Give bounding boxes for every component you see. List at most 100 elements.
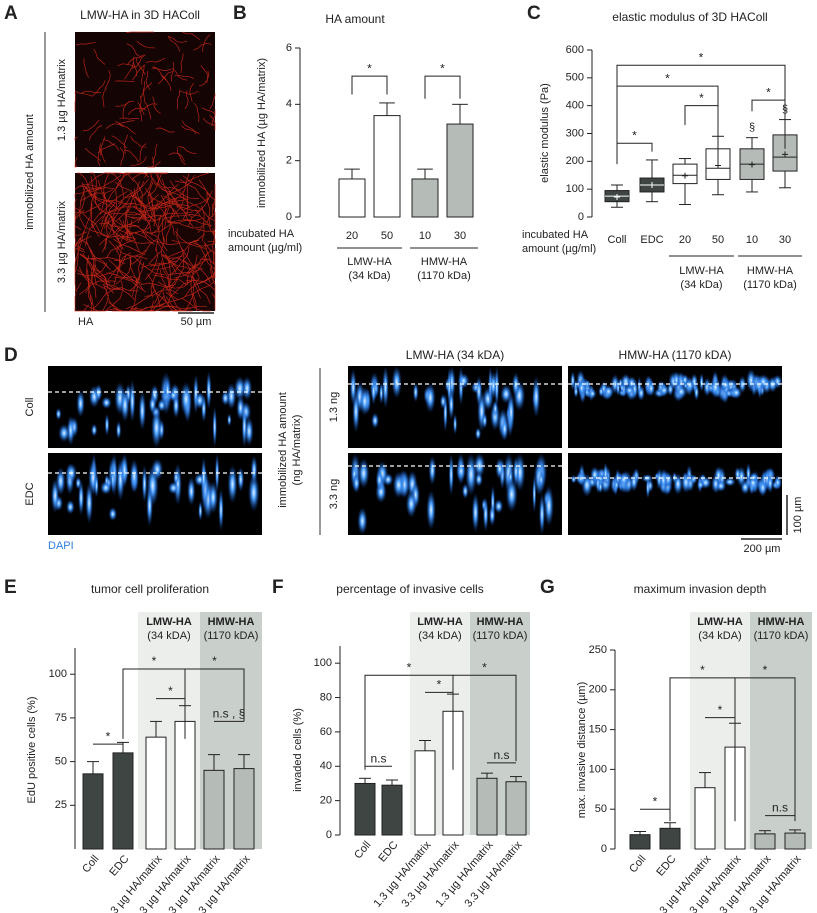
x-tick-label: 20 [346, 230, 358, 242]
nucleus [532, 474, 537, 514]
panel-letter: A [4, 3, 18, 24]
nucleus [570, 371, 576, 391]
row-label: Coll [24, 398, 36, 417]
bar [233, 768, 255, 850]
fibers [74, 172, 216, 312]
x-tick-label: 50 [381, 230, 393, 242]
y-axis-label: max. invasive distance (µm) [576, 682, 588, 819]
panel-letter: F [272, 577, 284, 598]
nucleus [100, 480, 112, 495]
nucleus [85, 481, 93, 524]
scale-label: 100 µm [792, 497, 804, 534]
nucleus [532, 375, 541, 418]
stain-label: DAPI [48, 540, 74, 552]
mean-marker [649, 181, 655, 188]
chart-title: maximum invasion depth [634, 582, 767, 596]
chart-title: elastic modulus of 3D HAColl [612, 10, 767, 24]
column-label: HMW-HA (1170 kDA) [619, 348, 732, 362]
group-detail: (34 kDa) [348, 270, 390, 282]
nucleus [734, 466, 741, 482]
section-mark: § [749, 122, 755, 134]
nucleus [494, 499, 504, 514]
nucleus [575, 472, 587, 485]
nucleus [709, 376, 722, 399]
nucleus [164, 377, 171, 404]
nucleus [194, 391, 205, 410]
nucleus [226, 382, 237, 410]
significance-label: * [653, 794, 658, 808]
nucleus [248, 473, 260, 512]
nucleus [359, 386, 371, 417]
nucleus [659, 468, 668, 492]
nucleus [138, 390, 146, 431]
y-tick-label: 6 [286, 42, 292, 54]
nucleus [357, 458, 370, 489]
nucleus [637, 384, 645, 402]
significance-label: * [632, 128, 637, 142]
significance-label: * [367, 61, 372, 75]
mean-marker [682, 172, 688, 179]
y-tick-label: 0 [286, 211, 292, 223]
column-label: LMW-HA (34 kDA) [406, 348, 504, 362]
significance-label: * [700, 663, 705, 677]
nucleus [55, 466, 66, 496]
x-tick-label: Coll [80, 853, 101, 875]
nucleus [115, 420, 122, 440]
nucleus [495, 457, 505, 480]
y-axis-label: elastic modulus (Pa) [539, 83, 551, 183]
significance-label: * [437, 678, 442, 692]
nucleus [187, 476, 196, 506]
nucleus [375, 469, 384, 491]
nucleus [91, 423, 98, 437]
bar [694, 787, 716, 850]
group-detail: (1170 kDA) [204, 630, 259, 642]
group-name: LMW-HA [347, 256, 392, 268]
y-tick-label: 100 [49, 668, 67, 680]
nucleus [357, 507, 368, 535]
nucleus [658, 384, 670, 397]
bar [354, 782, 376, 836]
nucleus [474, 471, 483, 487]
nucleus [512, 456, 520, 487]
nucleus [201, 456, 207, 499]
bar [112, 752, 134, 850]
bar [754, 833, 776, 850]
y-tick-label: 250 [589, 644, 607, 656]
x-axis-label: incubated HA [522, 229, 589, 241]
nucleus [168, 481, 179, 495]
side-label: (ng HA/matrix) [291, 415, 303, 486]
group-detail: (1170 kDA) [754, 630, 809, 642]
nucleus [457, 373, 470, 389]
nucleus [129, 458, 139, 494]
row-label: 1.3 µg HA/matrix [56, 58, 68, 141]
nucleus [206, 370, 212, 410]
y-tick-label: 500 [566, 72, 584, 84]
chart-title: tumor cell proliferation [91, 582, 209, 596]
nucleus [349, 369, 357, 406]
nucleus [500, 384, 512, 404]
nucleus [494, 366, 500, 408]
nucleus [588, 388, 597, 399]
y-tick-label: 4 [286, 98, 292, 110]
group-name: HMW-HA [747, 265, 794, 277]
nucleus [573, 385, 579, 398]
nucleus [448, 388, 455, 421]
scale-label: 200 µm [744, 543, 781, 555]
nucleus [570, 474, 577, 484]
mean-marker [782, 151, 788, 158]
y-tick-label: 60 [320, 726, 332, 738]
significance-label: * [766, 85, 771, 99]
significance-label: n.s [772, 801, 788, 815]
nucleus [758, 478, 768, 497]
nucleus [757, 374, 770, 390]
significance-label: * [407, 660, 412, 674]
x-axis-label: incubated HA [228, 228, 295, 240]
significance-label: * [763, 663, 768, 677]
y-tick-label: 150 [589, 724, 607, 736]
nucleus [448, 453, 454, 496]
nucleus [382, 366, 389, 409]
y-axis-label: immobilized HA (µg HA/matrix) [256, 58, 268, 208]
chart-title: HA amount [325, 12, 385, 26]
bar [145, 736, 167, 850]
mean-marker [614, 193, 620, 200]
